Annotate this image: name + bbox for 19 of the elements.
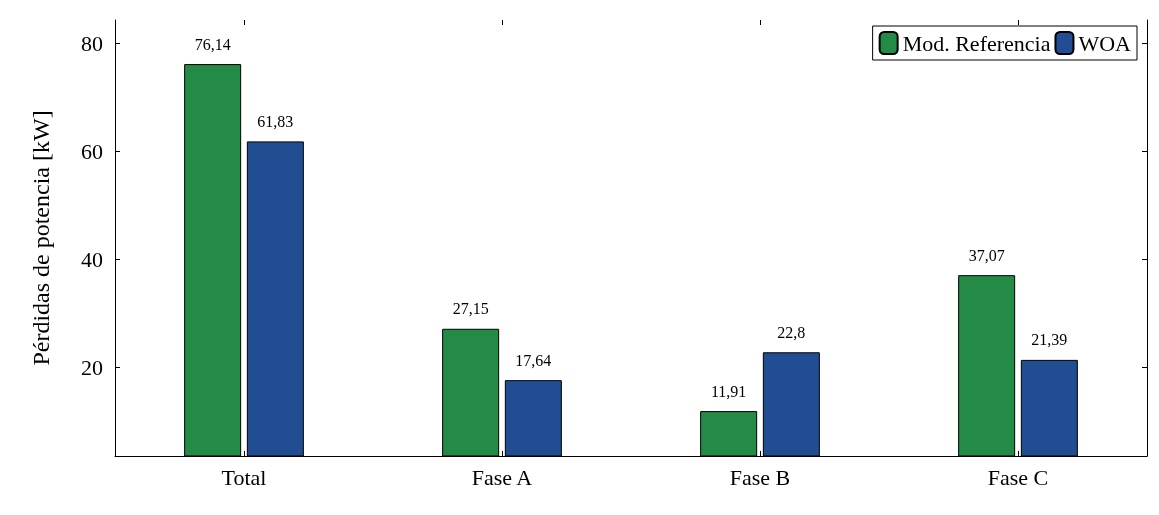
legend-label: Mod. Referencia bbox=[902, 30, 1051, 56]
data-label: 21,39 bbox=[1031, 331, 1068, 349]
data-label: 61,83 bbox=[257, 112, 294, 130]
y-tick-label: 80 bbox=[81, 30, 103, 56]
y-tick-label: 40 bbox=[81, 246, 103, 272]
y-axis-title: Pérdidas de potencia [kW] bbox=[28, 110, 54, 366]
y-tick-label: 20 bbox=[81, 354, 103, 380]
data-label: 76,14 bbox=[194, 35, 231, 53]
data-label: 17,64 bbox=[515, 351, 552, 369]
x-tick-label: Fase A bbox=[471, 464, 533, 490]
y-tick-label: 60 bbox=[81, 138, 103, 164]
data-label: 11,91 bbox=[710, 382, 747, 400]
data-label: 37,07 bbox=[968, 246, 1005, 264]
legend-label: WOA bbox=[1078, 30, 1132, 56]
data-label: 22,8 bbox=[777, 323, 806, 341]
x-tick-label: Fase B bbox=[729, 464, 791, 490]
x-tick-label: Fase C bbox=[987, 464, 1049, 490]
data-label: 27,15 bbox=[452, 300, 489, 318]
x-tick-label: Total bbox=[221, 464, 267, 490]
